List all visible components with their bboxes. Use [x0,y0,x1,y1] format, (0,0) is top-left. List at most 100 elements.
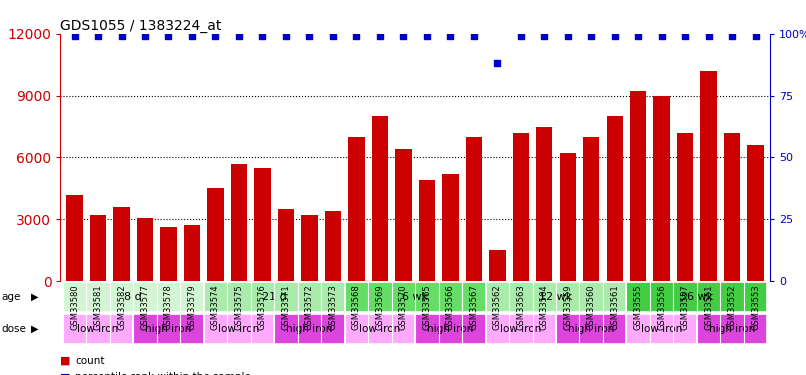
Text: GSM33571: GSM33571 [281,284,290,330]
Text: GSM33562: GSM33562 [492,284,502,330]
Bar [395,149,412,281]
Text: ▶: ▶ [31,324,38,334]
Text: high iron: high iron [427,324,473,334]
Point [679,33,692,39]
Point [609,33,621,39]
Text: GSM33566: GSM33566 [446,284,455,330]
Bar [700,71,717,281]
Point [92,33,105,39]
Text: ■: ■ [60,356,71,366]
Bar [513,133,529,281]
Bar [204,314,274,344]
Text: age: age [2,292,21,302]
Point [491,60,504,66]
Text: high iron: high iron [286,324,333,334]
Text: high iron: high iron [145,324,192,334]
Point [538,33,550,39]
Point [256,33,269,39]
Bar [626,282,767,312]
Point [115,33,128,39]
Bar [559,153,576,281]
Text: 8 d: 8 d [124,292,142,302]
Point [444,33,457,39]
Bar [536,126,552,281]
Text: GSM33560: GSM33560 [587,284,596,330]
Point [397,33,409,39]
Bar [137,218,153,281]
Bar [254,168,271,281]
Text: low iron: low iron [641,324,683,334]
Point [303,33,316,39]
Bar [485,282,626,312]
Bar [583,137,600,281]
Point [725,33,738,39]
Bar [207,188,224,281]
Bar [654,96,670,281]
Bar [442,174,459,281]
Text: GSM33582: GSM33582 [117,284,126,330]
Text: GSM33574: GSM33574 [211,284,220,330]
Bar [747,145,764,281]
Text: GSM33576: GSM33576 [258,284,267,330]
Text: GSM33559: GSM33559 [563,284,572,330]
Text: GSM33579: GSM33579 [188,284,197,330]
Text: GDS1055 / 1383224_at: GDS1055 / 1383224_at [60,19,222,33]
Bar [345,282,485,312]
Text: dose: dose [2,324,27,334]
Bar [133,314,204,344]
Bar [466,137,482,281]
Text: GSM33561: GSM33561 [610,284,619,330]
Bar [556,314,626,344]
Bar [274,314,345,344]
Text: low iron: low iron [218,324,260,334]
Text: count: count [75,356,105,366]
Text: GSM33578: GSM33578 [164,284,173,330]
Text: GSM33580: GSM33580 [70,284,79,330]
Point [162,33,175,39]
Bar [278,209,294,281]
Bar [677,133,693,281]
Bar [325,211,341,281]
Bar [66,195,83,281]
Point [421,33,434,39]
Point [280,33,293,39]
Text: GSM33568: GSM33568 [352,284,361,330]
Text: GSM33567: GSM33567 [469,284,478,330]
Bar [348,137,364,281]
Text: 12 wk: 12 wk [539,292,572,302]
Text: GSM33552: GSM33552 [728,284,737,330]
Point [655,33,668,39]
Point [514,33,527,39]
Bar [372,116,388,281]
Text: 21 d: 21 d [262,292,287,302]
Text: ■: ■ [60,372,71,375]
Point [232,33,245,39]
Text: GSM33555: GSM33555 [634,284,642,330]
Bar [114,207,130,281]
Text: low iron: low iron [77,324,118,334]
Point [467,33,480,39]
Point [326,33,339,39]
Text: GSM33551: GSM33551 [704,284,713,330]
Text: low iron: low iron [359,324,401,334]
Point [68,33,81,39]
Text: low iron: low iron [501,324,542,334]
Text: GSM33573: GSM33573 [328,284,338,330]
Bar [415,314,485,344]
Text: GSM33557: GSM33557 [681,284,690,330]
Point [632,33,645,39]
Text: GSM33570: GSM33570 [399,284,408,330]
Bar [184,225,200,281]
Point [373,33,386,39]
Text: GSM33563: GSM33563 [517,284,526,330]
Bar [231,164,247,281]
Point [185,33,198,39]
Text: high iron: high iron [709,324,755,334]
Bar [160,226,177,281]
Point [585,33,598,39]
Bar [724,133,741,281]
Bar [630,92,646,281]
Bar [63,314,133,344]
Text: ▶: ▶ [31,292,38,302]
Bar [697,314,767,344]
